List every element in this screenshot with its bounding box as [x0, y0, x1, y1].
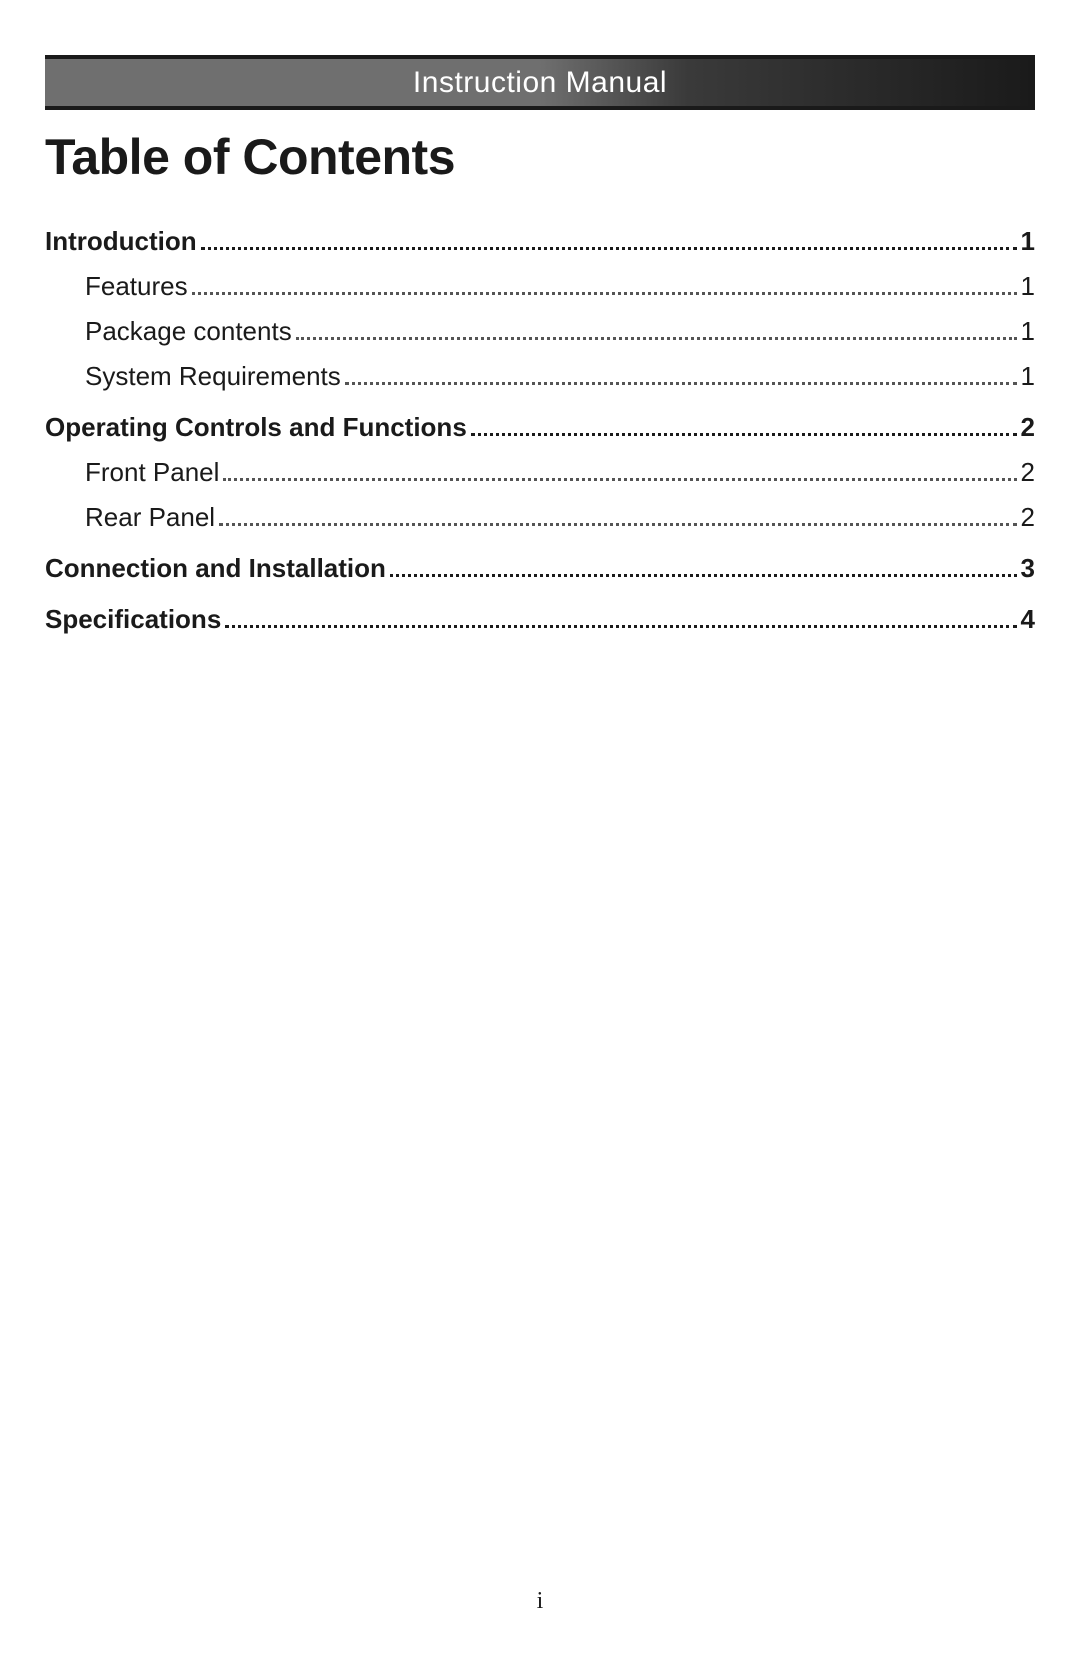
toc-section-page: 1	[1021, 226, 1035, 257]
toc-sub-item: Features 1	[45, 271, 1035, 302]
table-of-contents: Introduction 1 Features 1 Package conten…	[45, 226, 1035, 635]
toc-section: Introduction 1	[45, 226, 1035, 257]
toc-leader	[223, 478, 1016, 481]
toc-leader	[345, 382, 1017, 385]
toc-sub-item: Package contents 1	[45, 316, 1035, 347]
toc-section: Connection and Installation 3	[45, 553, 1035, 584]
toc-sub-label: Features	[85, 271, 188, 302]
toc-sub-label: Package contents	[85, 316, 292, 347]
toc-sub-label: System Requirements	[85, 361, 341, 392]
toc-sub-page: 2	[1021, 457, 1035, 488]
toc-sub-item: Front Panel 2	[45, 457, 1035, 488]
toc-section: Specifications 4	[45, 604, 1035, 635]
toc-section-label: Specifications	[45, 604, 221, 635]
toc-sub-label: Front Panel	[85, 457, 219, 488]
toc-sub-page: 2	[1021, 502, 1035, 533]
toc-section-label: Introduction	[45, 226, 197, 257]
toc-section-label: Operating Controls and Functions	[45, 412, 467, 443]
toc-section-page: 4	[1021, 604, 1035, 635]
toc-sub-item: Rear Panel 2	[45, 502, 1035, 533]
toc-sub-label: Rear Panel	[85, 502, 215, 533]
toc-leader	[219, 523, 1016, 526]
toc-sub-page: 1	[1021, 361, 1035, 392]
toc-leader	[201, 247, 1017, 250]
toc-sub-page: 1	[1021, 316, 1035, 347]
toc-leader	[192, 292, 1017, 295]
toc-leader	[296, 337, 1017, 340]
toc-leader	[225, 625, 1016, 628]
toc-leader	[471, 433, 1017, 436]
page-title: Table of Contents	[45, 128, 1035, 186]
toc-section-page: 2	[1021, 412, 1035, 443]
toc-sub-item: System Requirements 1	[45, 361, 1035, 392]
toc-section: Operating Controls and Functions 2	[45, 412, 1035, 443]
toc-section-label: Connection and Installation	[45, 553, 386, 584]
page-number: i	[0, 1588, 1080, 1615]
toc-section-page: 3	[1021, 553, 1035, 584]
header-bar: Instruction Manual	[45, 55, 1035, 110]
toc-leader	[390, 574, 1017, 577]
header-title: Instruction Manual	[413, 66, 667, 100]
toc-sub-page: 1	[1021, 271, 1035, 302]
